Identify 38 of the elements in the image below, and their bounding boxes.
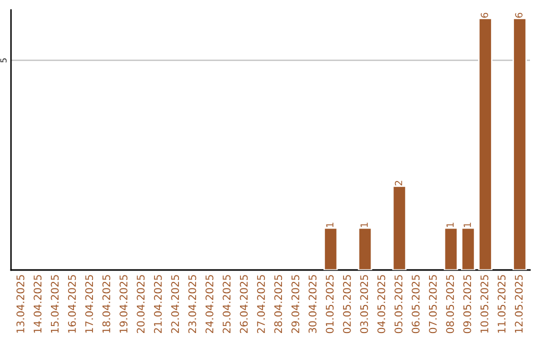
x-tick-label: 01.05.2025 — [326, 275, 334, 334]
x-tick-label: 13.04.2025 — [16, 275, 24, 333]
x-tick-label: 30.04.2025 — [308, 275, 316, 334]
x-tick-label: 11.05.2025 — [498, 275, 506, 333]
x-tick-label: 28.04.2025 — [274, 275, 282, 334]
x-tick-label: 04.05.2025 — [377, 275, 386, 334]
x-tick-label: 03.05.2025 — [360, 275, 368, 334]
x-tick-label: 27.04.2025 — [257, 275, 265, 334]
x-tick-label: 19.04.2025 — [120, 275, 128, 333]
x-tick-label: 15.04.2025 — [50, 275, 59, 333]
x-tick-label: 21.04.2025 — [154, 275, 162, 334]
data-label: 1 — [326, 222, 334, 227]
x-tick-label: 18.04.2025 — [102, 275, 110, 333]
x-tick-label: 26.04.2025 — [240, 275, 248, 334]
x-tick-label: 20.04.2025 — [136, 275, 145, 334]
x-tick-label: 12.05.2025 — [514, 275, 523, 333]
data-label: 6 — [515, 12, 523, 18]
y-tick-label: 5 — [0, 58, 7, 62]
x-tick-label: 29.04.2025 — [291, 275, 300, 334]
data-label: 6 — [480, 12, 488, 18]
x-tick-label: 10.05.2025 — [480, 275, 488, 333]
x-tick-label: 08.05.2025 — [446, 275, 454, 334]
data-label: 1 — [360, 222, 368, 227]
data-label: 1 — [446, 222, 454, 227]
x-tick-label: 17.04.2025 — [85, 275, 94, 333]
x-tick-label: 05.05.2025 — [394, 275, 402, 334]
x-tick-label: 02.05.2025 — [342, 275, 351, 334]
x-tick-label: 14.04.2025 — [34, 275, 42, 333]
x-tick-label: 24.04.2025 — [205, 275, 214, 334]
x-tick-label: 07.05.2025 — [428, 275, 437, 334]
x-tick-label: 25.04.2025 — [222, 275, 231, 334]
data-label: 1 — [464, 222, 471, 227]
x-tick-label: 09.05.2025 — [463, 275, 472, 334]
x-tick-label: 23.04.2025 — [188, 275, 196, 334]
data-label: 2 — [394, 180, 402, 186]
x-tick-label: 16.04.2025 — [68, 275, 76, 333]
x-tick-label: 22.04.2025 — [171, 275, 180, 334]
x-tick-label: 06.05.2025 — [412, 275, 420, 334]
